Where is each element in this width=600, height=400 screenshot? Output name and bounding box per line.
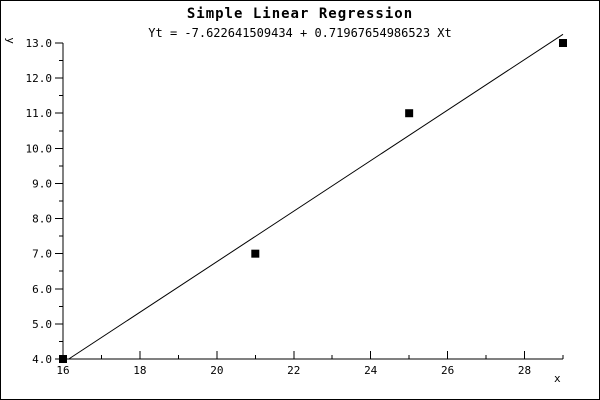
regression-equation: Yt = -7.622641509434 + 0.71967654986523 … xyxy=(148,26,452,40)
svg-text:9.0: 9.0 xyxy=(32,177,52,190)
svg-text:12.0: 12.0 xyxy=(26,72,53,85)
svg-text:4.0: 4.0 xyxy=(32,353,52,366)
y-axis-label: y xyxy=(3,37,17,44)
svg-text:8.0: 8.0 xyxy=(32,213,52,226)
svg-text:20: 20 xyxy=(210,364,223,377)
x-axis-label: x xyxy=(554,372,561,385)
svg-text:22: 22 xyxy=(287,364,300,377)
svg-text:26: 26 xyxy=(441,364,454,377)
svg-text:11.0: 11.0 xyxy=(26,107,53,120)
svg-text:13.0: 13.0 xyxy=(26,37,53,50)
svg-text:5.0: 5.0 xyxy=(32,318,52,331)
svg-text:16: 16 xyxy=(56,364,69,377)
svg-text:7.0: 7.0 xyxy=(32,248,52,261)
svg-text:6.0: 6.0 xyxy=(32,283,52,296)
svg-text:28: 28 xyxy=(518,364,531,377)
chart-title: Simple Linear Regression xyxy=(186,6,414,22)
svg-text:18: 18 xyxy=(133,364,146,377)
svg-text:24: 24 xyxy=(364,364,378,377)
svg-text:10.0: 10.0 xyxy=(26,142,53,155)
